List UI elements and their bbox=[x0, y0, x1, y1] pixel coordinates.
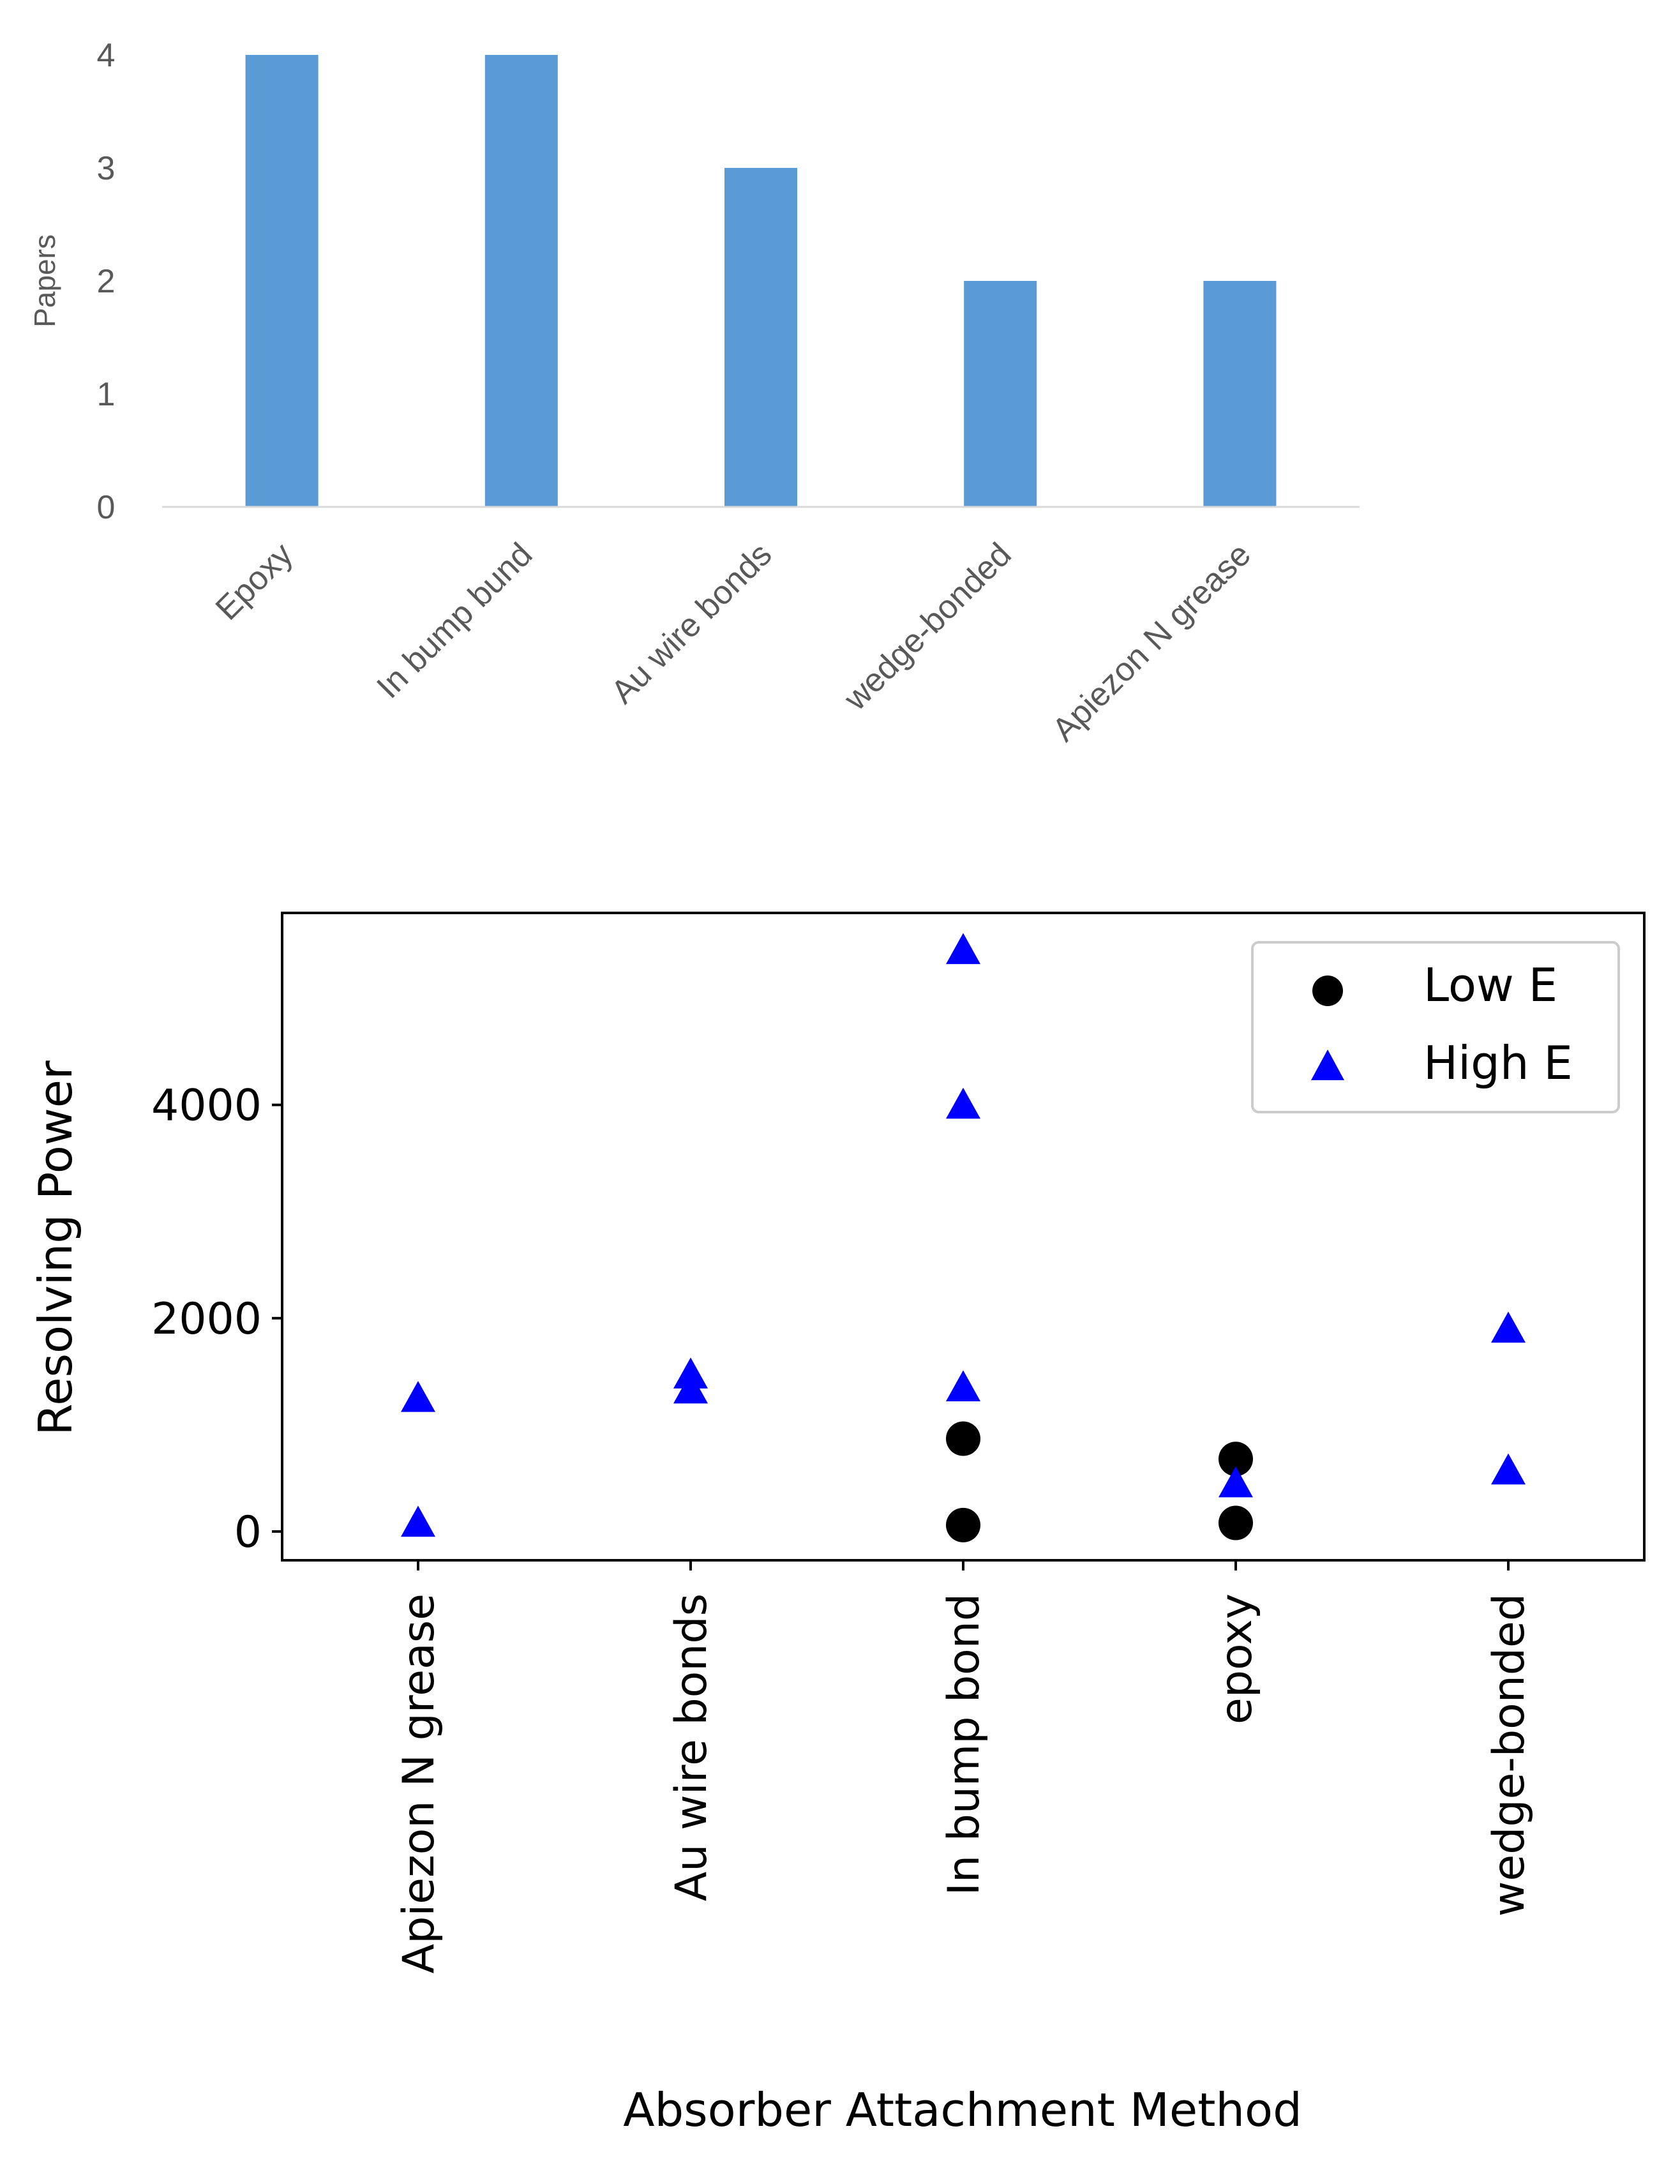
high-e-point-in-bump-bond-6 bbox=[946, 1370, 980, 1401]
high-e-point-apiezon-n-grease-1 bbox=[401, 1505, 435, 1537]
high-e-point-in-bump-bond-4 bbox=[946, 933, 980, 965]
legend-low-e-marker bbox=[1312, 975, 1343, 1006]
bar-chart-y-ticks: 0 1 2 3 4 bbox=[97, 37, 116, 526]
high-e-point-wedge-bonded-9 bbox=[1491, 1453, 1526, 1485]
scatter-y-ticks: 0 2000 4000 bbox=[151, 1081, 282, 1558]
scatter-x-tick-epoxy: epoxy bbox=[1211, 1593, 1262, 1724]
bar-au-wire-bonds bbox=[724, 168, 797, 507]
bar-y-tick-0: 0 bbox=[97, 489, 116, 526]
legend-high-e-marker bbox=[1311, 1050, 1344, 1080]
legend-high-e-label: High E bbox=[1423, 1036, 1573, 1090]
low-e-point-epoxy-3 bbox=[1219, 1505, 1253, 1540]
high-e-point-epoxy-7 bbox=[1219, 1466, 1253, 1498]
scatter-x-ticks: Apiezon N grease Au wire bonds In bump bon… bbox=[394, 1560, 1534, 1973]
scatter-x-tick-wedge-bonded: wedge-bonded bbox=[1484, 1593, 1534, 1917]
high-e-point-apiezon-n-grease-0 bbox=[401, 1381, 435, 1412]
scatter-y-tick-4000: 4000 bbox=[151, 1081, 262, 1131]
scatter-points bbox=[401, 933, 1526, 1542]
scatter-y-axis-label: Resolving Power bbox=[29, 1060, 82, 1436]
legend-box bbox=[1251, 941, 1620, 1113]
scatter-y-tick-2000: 2000 bbox=[151, 1294, 262, 1344]
scatter-y-tick-0: 0 bbox=[234, 1507, 262, 1558]
bar-wedge-bonded bbox=[964, 281, 1037, 507]
low-e-point-in-bump-bond-1 bbox=[946, 1507, 980, 1542]
bar-epoxy bbox=[245, 55, 319, 507]
scatter-legend: Low E High E bbox=[1251, 941, 1620, 1113]
scatter-x-axis-label: Absorber Attachment Method bbox=[623, 2083, 1302, 2137]
bar-chart-bars bbox=[245, 55, 1277, 507]
bar-y-tick-4: 4 bbox=[97, 37, 116, 74]
scatter-x-tick-in-bump-bond: In bump bond bbox=[939, 1593, 989, 1895]
bar-y-tick-3: 3 bbox=[97, 150, 116, 187]
low-e-point-epoxy-2 bbox=[1219, 1442, 1253, 1477]
bar-apiezon-n-grease bbox=[1203, 281, 1277, 507]
scatter-x-tick-apiezon-n-grease: Apiezon N grease bbox=[394, 1593, 444, 1973]
high-e-point-in-bump-bond-5 bbox=[946, 1087, 980, 1119]
resolving-power-scatter-chart: 0 2000 4000 Apiezon N grease Au wire bonds I… bbox=[29, 912, 1646, 2137]
bar-y-tick-2: 2 bbox=[97, 263, 116, 300]
bar-y-tick-1: 1 bbox=[97, 376, 116, 413]
bar-chart-y-axis-label: Papers bbox=[28, 234, 61, 328]
high-e-point-au-wire-bonds-3 bbox=[673, 1372, 708, 1404]
scatter-x-tick-au-wire-bonds: Au wire bonds bbox=[666, 1593, 717, 1901]
low-e-point-in-bump-bond-0 bbox=[946, 1421, 980, 1456]
high-e-point-wedge-bonded-8 bbox=[1491, 1311, 1526, 1343]
bar-in-bump-bund bbox=[484, 55, 558, 507]
legend-low-e-label: Low E bbox=[1423, 958, 1557, 1012]
